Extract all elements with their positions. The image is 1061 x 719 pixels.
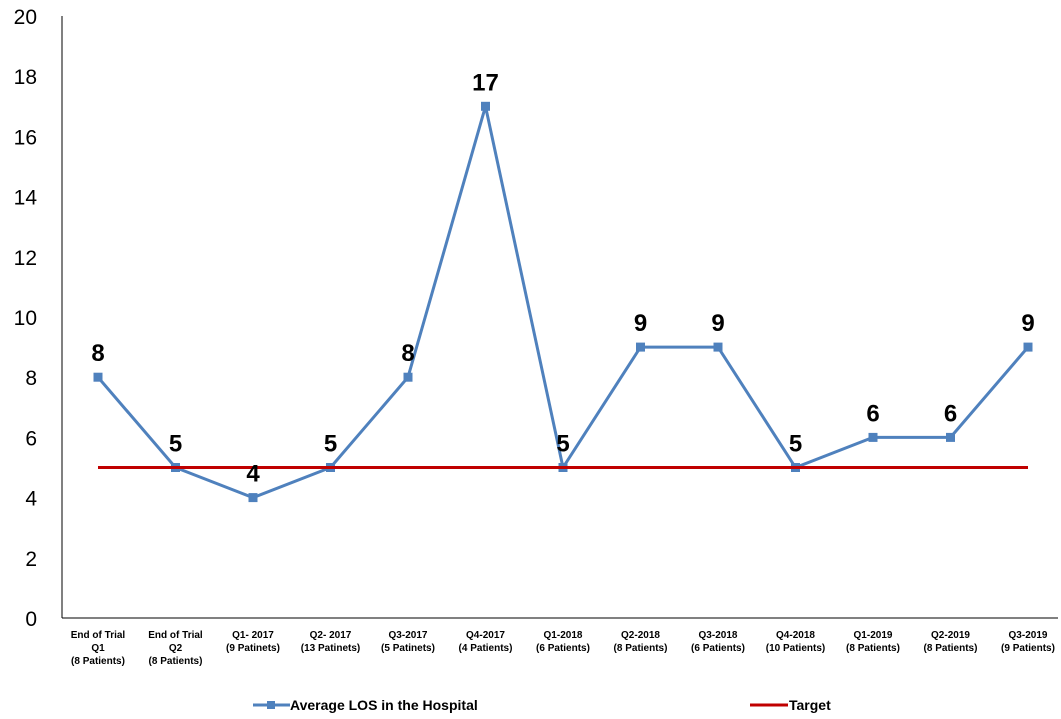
x-tick-line: (9 Patinets) <box>226 643 280 654</box>
x-tick-line: (8 Patients) <box>149 656 203 667</box>
x-tick-line: (6 Patients) <box>691 643 745 654</box>
x-tick-label: Q2-2019 (8 Patients) <box>924 630 978 654</box>
x-tick-label: Q3-2017 (5 Patinets) <box>381 630 435 654</box>
y-axis-ticks: 0 2 4 6 8 10 12 14 16 18 20 <box>14 6 38 631</box>
x-tick-label: End of Trial Q2 (8 Patients) <box>148 630 203 667</box>
y-tick-label: 12 <box>14 247 37 270</box>
x-tick-line: (4 Patients) <box>459 643 513 654</box>
legend-label-target: Target <box>789 697 831 713</box>
x-tick-label: Q4-2017 (4 Patients) <box>459 630 513 654</box>
y-tick-label: 18 <box>14 66 37 89</box>
data-point-average-los <box>1023 342 1033 352</box>
legend-marker-average-los <box>267 701 275 709</box>
x-tick-label: Q1-2019 (8 Patients) <box>846 630 900 654</box>
data-point-average-los <box>481 101 490 111</box>
x-tick-line: Q3-2018 <box>699 630 738 641</box>
data-label-average-los: 5 <box>789 431 802 458</box>
x-tick-line: Q4-2018 <box>776 630 815 641</box>
data-label-average-los: 5 <box>324 431 337 458</box>
y-tick-label: 14 <box>14 187 38 210</box>
x-tick-label: Q3-2018 (6 Patients) <box>691 630 745 654</box>
x-tick-line: (8 Patients) <box>846 643 900 654</box>
x-tick-label: Q2- 2017 (13 Patinets) <box>301 630 360 654</box>
x-tick-line: (8 Patients) <box>71 656 125 667</box>
x-tick-line: End of Trial <box>71 630 126 641</box>
data-label-average-los: 8 <box>91 340 104 367</box>
x-tick-line: (9 Patients) <box>1001 643 1055 654</box>
data-label-average-los: 17 <box>472 69 499 96</box>
x-tick-line: Q4-2017 <box>466 630 505 641</box>
x-tick-line: (8 Patients) <box>924 643 978 654</box>
x-tick-line: Q3-2017 <box>389 630 428 641</box>
data-point-average-los <box>403 372 413 382</box>
y-tick-label: 16 <box>14 126 37 149</box>
x-tick-line: (6 Patients) <box>536 643 590 654</box>
y-tick-label: 2 <box>25 548 37 571</box>
x-tick-line: Q1-2019 <box>854 630 893 641</box>
x-tick-label: Q1- 2017 (9 Patinets) <box>226 630 280 654</box>
data-label-average-los: 5 <box>169 431 182 458</box>
x-tick-line: Q2 <box>169 643 183 654</box>
y-tick-label: 4 <box>25 488 37 511</box>
x-tick-label: Q3-2019 (9 Patients) <box>1001 630 1055 654</box>
data-label-average-los: 6 <box>944 400 957 427</box>
legend-label-average-los: Average LOS in the Hospital <box>290 697 478 713</box>
data-point-average-los <box>93 372 103 382</box>
y-tick-label: 6 <box>25 427 37 450</box>
x-tick-line: Q3-2019 <box>1009 630 1048 641</box>
data-labels: 8 5 4 5 8 17 5 9 9 5 6 6 9 <box>91 69 1034 487</box>
data-point-average-los <box>248 493 258 503</box>
data-label-average-los: 9 <box>634 310 647 337</box>
x-tick-line: Q2- 2017 <box>310 630 352 641</box>
data-label-average-los: 6 <box>866 400 879 427</box>
data-label-average-los: 5 <box>556 431 569 458</box>
x-tick-line: (5 Patinets) <box>381 643 435 654</box>
x-tick-label: Q1-2018 (6 Patients) <box>536 630 590 654</box>
data-point-average-los <box>636 342 645 352</box>
data-point-average-los <box>946 432 955 442</box>
y-tick-label: 8 <box>25 367 37 390</box>
chart-axes <box>61 16 1058 619</box>
x-tick-line: End of Trial <box>148 630 203 641</box>
data-point-average-los <box>868 432 878 442</box>
x-tick-line: Q1-2018 <box>544 630 583 641</box>
x-tick-line: Q2-2018 <box>621 630 660 641</box>
data-point-average-los <box>713 342 723 352</box>
y-tick-label: 20 <box>14 6 37 29</box>
data-label-average-los: 8 <box>401 340 414 367</box>
data-label-average-los: 4 <box>246 461 260 488</box>
x-tick-label: End of Trial Q1 (8 Patients) <box>71 630 126 667</box>
x-tick-line: (8 Patients) <box>614 643 668 654</box>
y-tick-label: 0 <box>25 608 37 631</box>
x-axis-ticks: End of Trial Q1 (8 Patients) End of Trial Q2… <box>71 630 1055 667</box>
x-tick-label: Q2-2018 (8 Patients) <box>614 630 668 654</box>
x-tick-line: Q1 <box>91 643 105 654</box>
chart-series <box>93 101 1033 503</box>
x-tick-line: (13 Patinets) <box>301 643 360 654</box>
x-tick-label: Q4-2018 (10 Patients) <box>766 630 825 654</box>
data-label-average-los: 9 <box>1021 310 1034 337</box>
y-tick-label: 10 <box>14 307 37 330</box>
x-tick-line: Q1- 2017 <box>232 630 274 641</box>
x-tick-line: (10 Patients) <box>766 643 825 654</box>
data-label-average-los: 9 <box>711 310 724 337</box>
x-tick-line: Q2-2019 <box>931 630 970 641</box>
chart-legend: Average LOS in the Hospital Target <box>253 697 831 713</box>
